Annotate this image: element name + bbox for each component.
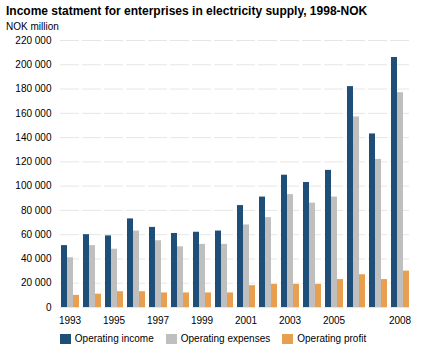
svg-text:0: 0 [46,302,52,313]
html-text:Operating income: Operating income [74,333,154,345]
svg-text:160 000: 160 000 [15,108,52,119]
html-text:Operating profit: Operating profit [297,333,367,345]
svg-text:180 000: 180 000 [15,84,52,95]
svg-text:2005: 2005 [323,315,346,326]
svg-text:220 000: 220 000 [15,35,52,46]
svg-text:120 000: 120 000 [15,156,52,167]
svg-text:200 000: 200 000 [15,59,52,70]
svg-text:1995: 1995 [103,315,126,326]
svg-text:1999: 1999 [191,315,214,326]
svg-text:60 000: 60 000 [21,229,52,240]
html-text:Operating expenses: Operating expenses [180,333,271,345]
svg-text:140 000: 140 000 [15,132,52,143]
svg-text:40 000: 40 000 [21,254,52,265]
svg-text:2008: 2008 [389,315,412,326]
html-text:Income statment for enterprise: Income statment for enterprises in elect… [6,4,368,18]
svg-text:100 000: 100 000 [15,181,52,192]
svg-text:2003: 2003 [279,315,302,326]
svg-text:20 000: 20 000 [21,278,52,289]
svg-text:2001: 2001 [235,315,258,326]
svg-text:1993: 1993 [59,315,82,326]
html-text:NOK million: NOK million [6,21,59,33]
svg-text:1997: 1997 [147,315,170,326]
svg-text:80 000: 80 000 [21,205,52,216]
